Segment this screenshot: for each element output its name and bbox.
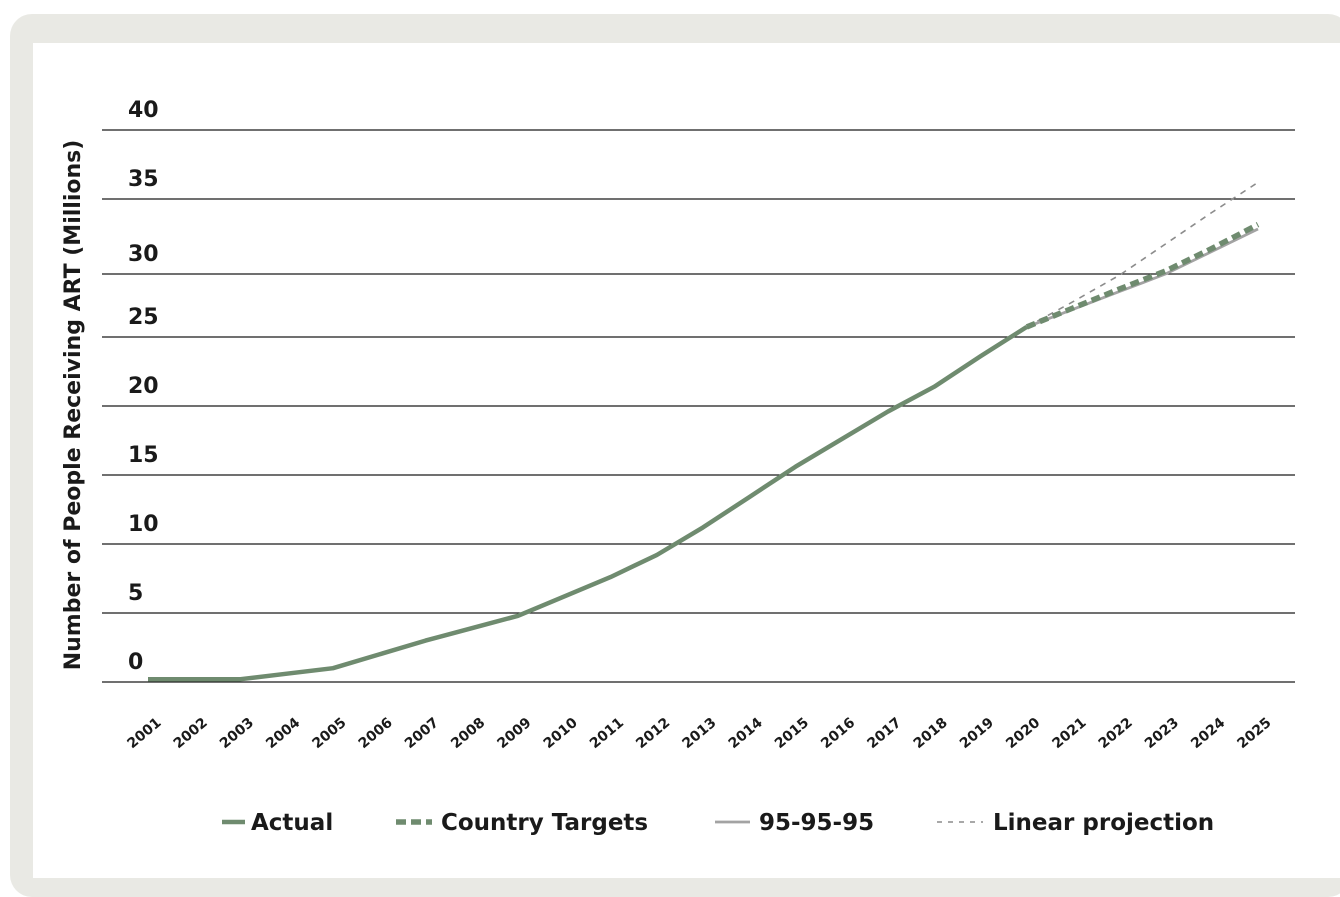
- x-tick-label: 2011: [587, 715, 627, 752]
- x-tick-label: 2001: [124, 715, 164, 752]
- x-tick-label: 2006: [356, 715, 396, 752]
- gridlines: [102, 129, 1295, 683]
- y-tick-label: 30: [128, 242, 159, 267]
- legend-label: Country Targets: [441, 810, 648, 836]
- series-line-linear-projection: [1026, 181, 1259, 328]
- x-tick-label: 2019: [957, 715, 997, 752]
- x-tick-label: 2022: [1096, 715, 1136, 752]
- x-tick-label: 2003: [217, 715, 257, 752]
- x-tick-label: 2023: [1142, 715, 1182, 752]
- x-tick-label: 2024: [1188, 715, 1228, 752]
- legend: Actual Country Targets 95-95-95 Linear proj…: [222, 810, 1214, 836]
- x-tick-label: 2004: [263, 715, 303, 752]
- series-line-actual: [148, 325, 1029, 682]
- x-tick-label: 2007: [402, 715, 442, 752]
- series-line-country-targets: [1025, 222, 1260, 330]
- y-tick-label: 20: [128, 374, 159, 399]
- series-line-95-95-95: [1026, 227, 1259, 329]
- y-axis-ticks: 0 5 10 15 20 25 30 35 40: [128, 98, 159, 675]
- chart-card: [33, 43, 1340, 878]
- x-tick-label: 2016: [818, 715, 858, 752]
- x-axis-ticks: 2001 2002 2003 2004 2005 2006 2007 2008 2009 2010…: [124, 715, 1274, 752]
- x-tick-label: 2013: [679, 715, 719, 752]
- legend-label: Actual: [251, 810, 333, 836]
- x-tick-label: 2025: [1234, 715, 1274, 752]
- x-tick-label: 2008: [448, 715, 488, 752]
- y-tick-label: 35: [128, 167, 159, 192]
- x-tick-label: 2021: [1049, 715, 1089, 752]
- x-tick-label: 2012: [633, 715, 673, 752]
- x-tick-label: 2014: [726, 715, 766, 752]
- y-axis-label: Number of People Receiving ART (Millions…: [61, 140, 86, 671]
- x-tick-label: 2020: [1003, 715, 1043, 752]
- series-lines: [148, 181, 1260, 682]
- y-tick-label: 10: [128, 512, 159, 537]
- x-tick-label: 2015: [772, 715, 812, 752]
- x-tick-label: 2002: [171, 715, 211, 752]
- x-tick-label: 2018: [911, 715, 951, 752]
- x-tick-label: 2009: [494, 715, 534, 752]
- y-tick-label: 5: [128, 581, 143, 606]
- legend-label: 95-95-95: [759, 810, 874, 836]
- x-tick-label: 2005: [309, 715, 349, 752]
- x-tick-label: 2010: [541, 715, 581, 752]
- y-tick-label: 40: [128, 98, 159, 123]
- legend-label: Linear projection: [993, 810, 1214, 836]
- y-tick-label: 0: [128, 650, 143, 675]
- y-tick-label: 15: [128, 443, 159, 468]
- y-tick-label: 25: [128, 305, 159, 330]
- x-tick-label: 2017: [864, 715, 904, 752]
